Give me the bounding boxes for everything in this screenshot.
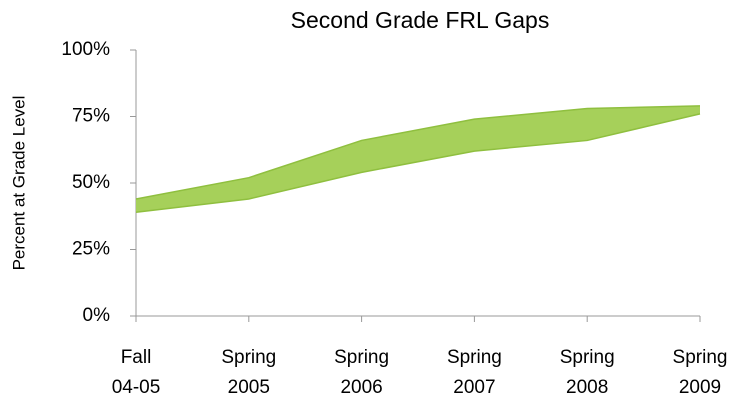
x-tick-label: Spring <box>447 347 502 368</box>
x-tick-label: 2008 <box>566 377 608 398</box>
x-tick-label: 2006 <box>340 377 382 398</box>
y-tick-label: 100% <box>61 39 110 60</box>
x-tick-label: Fall <box>121 347 152 368</box>
x-tick-label: 04-05 <box>112 377 161 398</box>
band-edge <box>135 105 701 200</box>
y-tick-label: 75% <box>72 106 110 127</box>
band-edge <box>135 113 701 214</box>
x-tick-label: 2009 <box>679 377 721 398</box>
y-tick-label: 0% <box>83 305 111 326</box>
x-tick-label: Spring <box>560 347 615 368</box>
y-axis-label: Percent at Grade Level <box>9 96 28 271</box>
y-tick-label: 25% <box>72 239 110 260</box>
band-fill <box>136 105 700 213</box>
chart-title: Second Grade FRL Gaps <box>291 7 550 33</box>
x-tick-label: Spring <box>221 347 276 368</box>
x-tick-label: Spring <box>673 347 728 368</box>
y-tick-label: 50% <box>72 172 110 193</box>
x-tick-label: 2007 <box>453 377 495 398</box>
x-tick-label: 2005 <box>228 377 270 398</box>
x-tick-label: Spring <box>334 347 389 368</box>
